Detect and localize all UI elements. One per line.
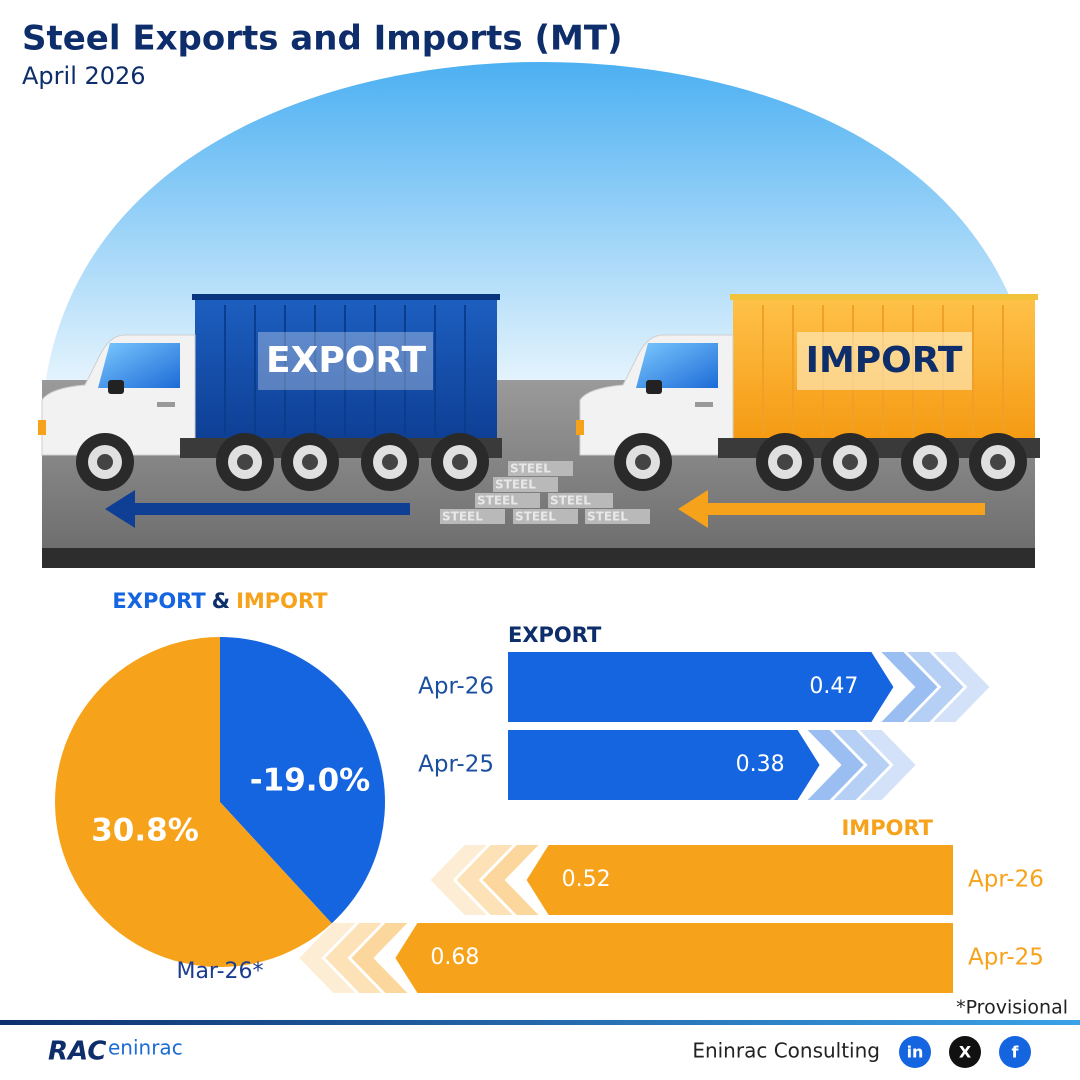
social-icon[interactable]	[899, 1036, 931, 1068]
steel-label: STEEL	[495, 478, 536, 492]
export-label: EXPORT	[266, 340, 426, 381]
subtitle: April 2026	[22, 62, 146, 90]
steel-block	[585, 509, 650, 524]
hub-center	[97, 454, 113, 470]
chevron	[859, 730, 916, 800]
hub-center	[990, 454, 1006, 470]
pie-title-joiner: &	[212, 589, 230, 613]
social-icon[interactable]	[999, 1036, 1031, 1068]
bar	[508, 652, 894, 722]
hub-center	[777, 454, 793, 470]
steel-label: STEEL	[587, 510, 628, 524]
steel-block	[513, 509, 578, 524]
steel-block	[475, 493, 540, 508]
hub-center	[237, 454, 253, 470]
logo-main: RAC	[48, 1037, 106, 1067]
chevron	[482, 845, 539, 915]
bar-value-label: 0.52	[562, 867, 611, 892]
steel-block	[440, 509, 505, 524]
chevron	[456, 845, 513, 915]
bar	[526, 845, 953, 915]
social-icon-label: f	[1012, 1043, 1020, 1062]
pie-value-label: -19.0%	[250, 763, 370, 799]
chevron	[299, 923, 356, 993]
chevron	[351, 923, 408, 993]
steel-label: STEEL	[477, 494, 518, 508]
chevron	[933, 652, 990, 722]
road-edge	[42, 548, 1035, 568]
steel-label: STEEL	[442, 510, 483, 524]
steel-block	[493, 477, 558, 492]
steel-block	[508, 461, 573, 476]
steel-label: STEEL	[515, 510, 556, 524]
import-label: IMPORT	[806, 340, 963, 381]
steel-label: STEEL	[510, 462, 551, 476]
pie-slice	[220, 637, 385, 924]
bar-value-label: 0.68	[430, 945, 479, 970]
import-arrow	[678, 490, 985, 528]
pie-value-label: 30.8%	[91, 813, 199, 849]
steel-label: STEEL	[550, 494, 591, 508]
bar-category-label: Apr-26	[418, 674, 494, 700]
bar-group-title: IMPORT	[841, 816, 933, 840]
chevron	[833, 730, 890, 800]
social-icon-label: X	[959, 1043, 972, 1062]
company: Eninrac Consulting	[692, 1039, 880, 1063]
chevron	[325, 923, 382, 993]
hub-center	[302, 454, 318, 470]
hub-center	[842, 454, 858, 470]
steel-block	[548, 493, 613, 508]
bar	[395, 923, 953, 993]
bar-category-label: Apr-25	[968, 945, 1044, 971]
pie-title-part: EXPORT	[112, 589, 206, 613]
pie-title: EXPORT & IMPORT	[112, 589, 328, 613]
title: Steel Exports and Imports (MT)	[22, 19, 623, 59]
hub-center	[452, 454, 468, 470]
hub-center	[382, 454, 398, 470]
wheels	[76, 433, 1027, 491]
chevron	[907, 652, 964, 722]
footer-rule	[0, 1020, 1080, 1025]
bar-category-label: Apr-26	[968, 867, 1044, 893]
charts: EXPORT & IMPORT-19.0%30.8%Mar-26*EXPORT0.4…	[54, 589, 1044, 993]
hub-center	[922, 454, 938, 470]
chevron	[430, 845, 487, 915]
pie-slice	[54, 636, 332, 967]
chevron	[807, 730, 864, 800]
footnote: *Provisional	[956, 997, 1068, 1019]
bar-group-title: EXPORT	[508, 623, 602, 647]
bar-value-label: 0.47	[809, 674, 858, 699]
bar	[508, 730, 820, 800]
social-icon[interactable]	[949, 1036, 981, 1068]
pie-period: Mar-26*	[176, 959, 263, 984]
social-icon-label: in	[907, 1043, 924, 1062]
bar-category-label: Apr-25	[418, 752, 494, 778]
pie-title-part: IMPORT	[236, 589, 328, 613]
hub-center	[635, 454, 651, 470]
export-arrow	[105, 490, 410, 528]
steel-stack: STEEL STEEL STEEL STEEL STEEL STEEL STEEL	[440, 461, 650, 524]
bar-value-label: 0.38	[736, 752, 785, 777]
chevron	[881, 652, 938, 722]
logo-sub: eninrac	[108, 1036, 183, 1060]
